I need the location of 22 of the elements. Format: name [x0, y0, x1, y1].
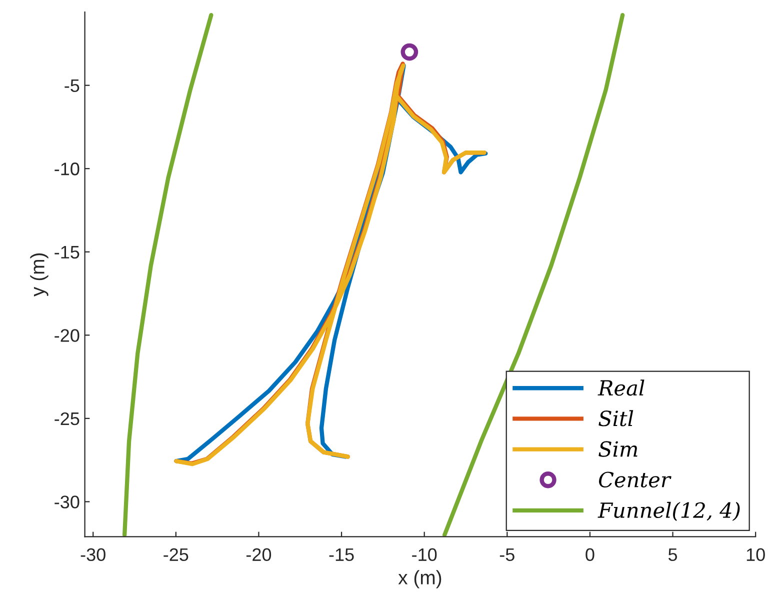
y-tick-label: -15 [54, 246, 80, 259]
x-tick-label: 10 [746, 548, 765, 562]
y-tick-label: -30 [54, 496, 80, 508]
legend-label: Funnel(12, 4) [598, 502, 740, 521]
y-axis-title: y (m) [30, 253, 48, 296]
legend-label: Real [598, 380, 644, 396]
y-tick-label: -10 [54, 162, 80, 176]
y-tick-label: -25 [54, 412, 80, 426]
x-tick-label: -25 [164, 548, 188, 562]
x-tick-label: -10 [412, 548, 437, 562]
x-tick-label: 0 [586, 548, 594, 562]
x-tick-label: -20 [246, 548, 272, 562]
legend-label: Sitl [598, 410, 634, 426]
y-tick-label: -20 [54, 329, 80, 342]
y-tick-label: -5 [64, 79, 80, 92]
x-axis-title: x (m) [398, 570, 442, 588]
legend-label: Center [598, 472, 672, 488]
x-tick-label: -5 [500, 548, 514, 562]
legend-label: Sim [598, 441, 638, 457]
x-tick-label: 5 [668, 548, 678, 562]
x-tick-label: -30 [80, 548, 106, 562]
x-tick-label: -15 [329, 548, 354, 562]
